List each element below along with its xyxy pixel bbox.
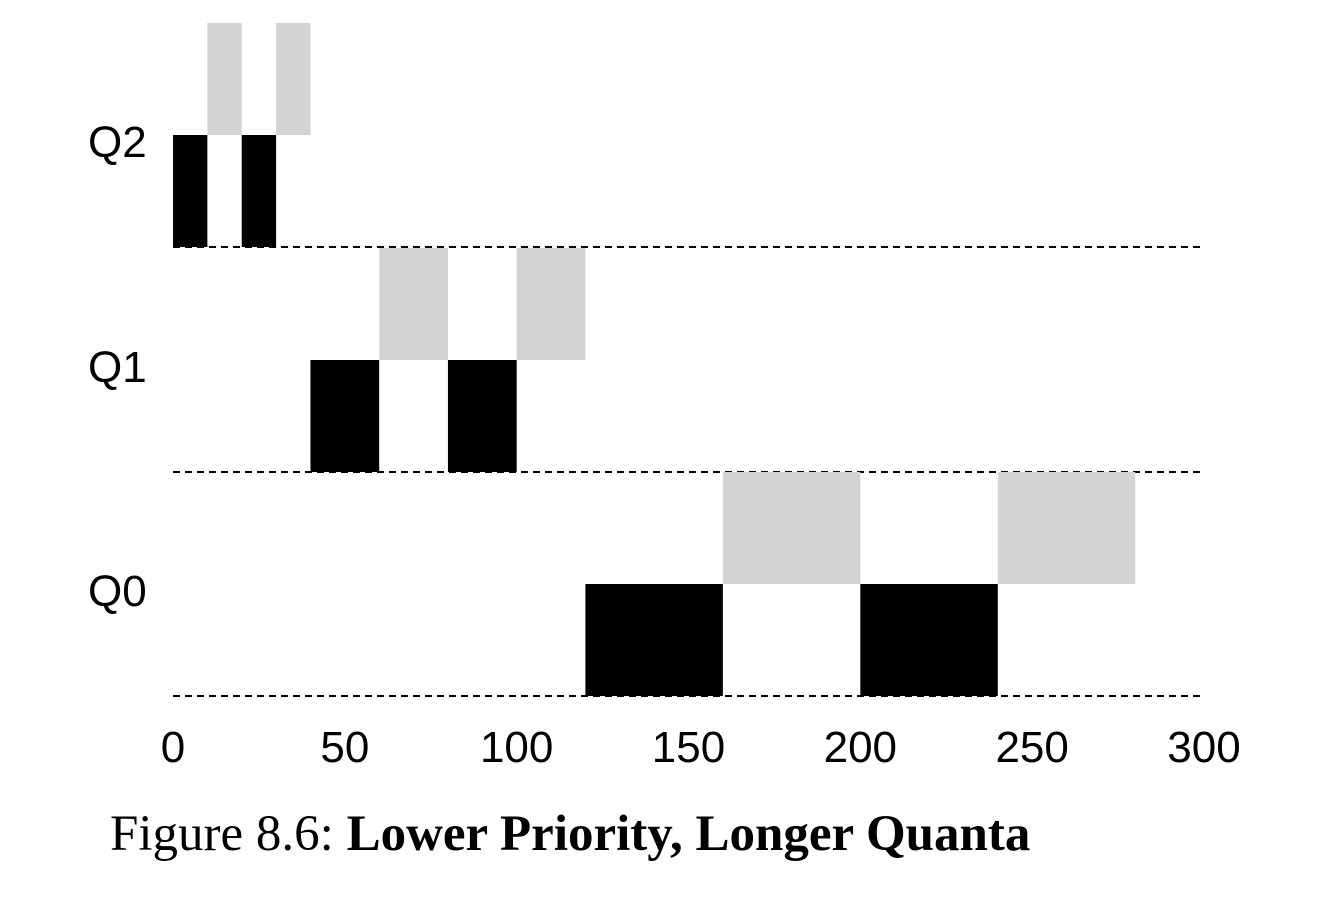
queue-label-q1: Q1 bbox=[88, 343, 147, 392]
bar-q2-black-0 bbox=[173, 135, 208, 247]
bar-q1-black-0 bbox=[310, 360, 380, 472]
bar-q2-gray-3 bbox=[276, 23, 311, 135]
queue-label-q0: Q0 bbox=[88, 567, 147, 616]
x-tick-labels: 0 50 100 150 200 250 300 bbox=[161, 723, 1241, 772]
bar-q1-gray-1 bbox=[379, 248, 448, 360]
bar-q0-gray-3 bbox=[997, 472, 1136, 584]
caption-title: Lower Priority, Longer Quanta bbox=[346, 806, 1031, 862]
bar-q2-gray-1 bbox=[207, 23, 242, 135]
caption-prefix: Figure 8.6: bbox=[110, 806, 347, 862]
bar-q0-black-0 bbox=[585, 584, 723, 696]
bar-q1-black-2 bbox=[447, 360, 517, 472]
x-tick-100: 100 bbox=[480, 723, 553, 772]
bar-q1-gray-3 bbox=[516, 248, 586, 360]
bar-q2-black-2 bbox=[241, 135, 277, 247]
x-tick-300: 300 bbox=[1167, 723, 1240, 772]
x-tick-50: 50 bbox=[320, 723, 369, 772]
timeline-bars bbox=[173, 23, 1136, 696]
queue-labels: Q2 Q1 Q0 bbox=[88, 118, 147, 616]
x-tick-0: 0 bbox=[161, 723, 185, 772]
x-tick-250: 250 bbox=[995, 723, 1068, 772]
queue-label-q2: Q2 bbox=[88, 118, 147, 167]
x-tick-150: 150 bbox=[652, 723, 725, 772]
figure-caption: Figure 8.6: Lower Priority, Longer Quant… bbox=[110, 805, 1310, 863]
bar-q0-black-2 bbox=[860, 584, 998, 696]
bar-q0-gray-1 bbox=[722, 472, 861, 584]
x-tick-200: 200 bbox=[824, 723, 897, 772]
